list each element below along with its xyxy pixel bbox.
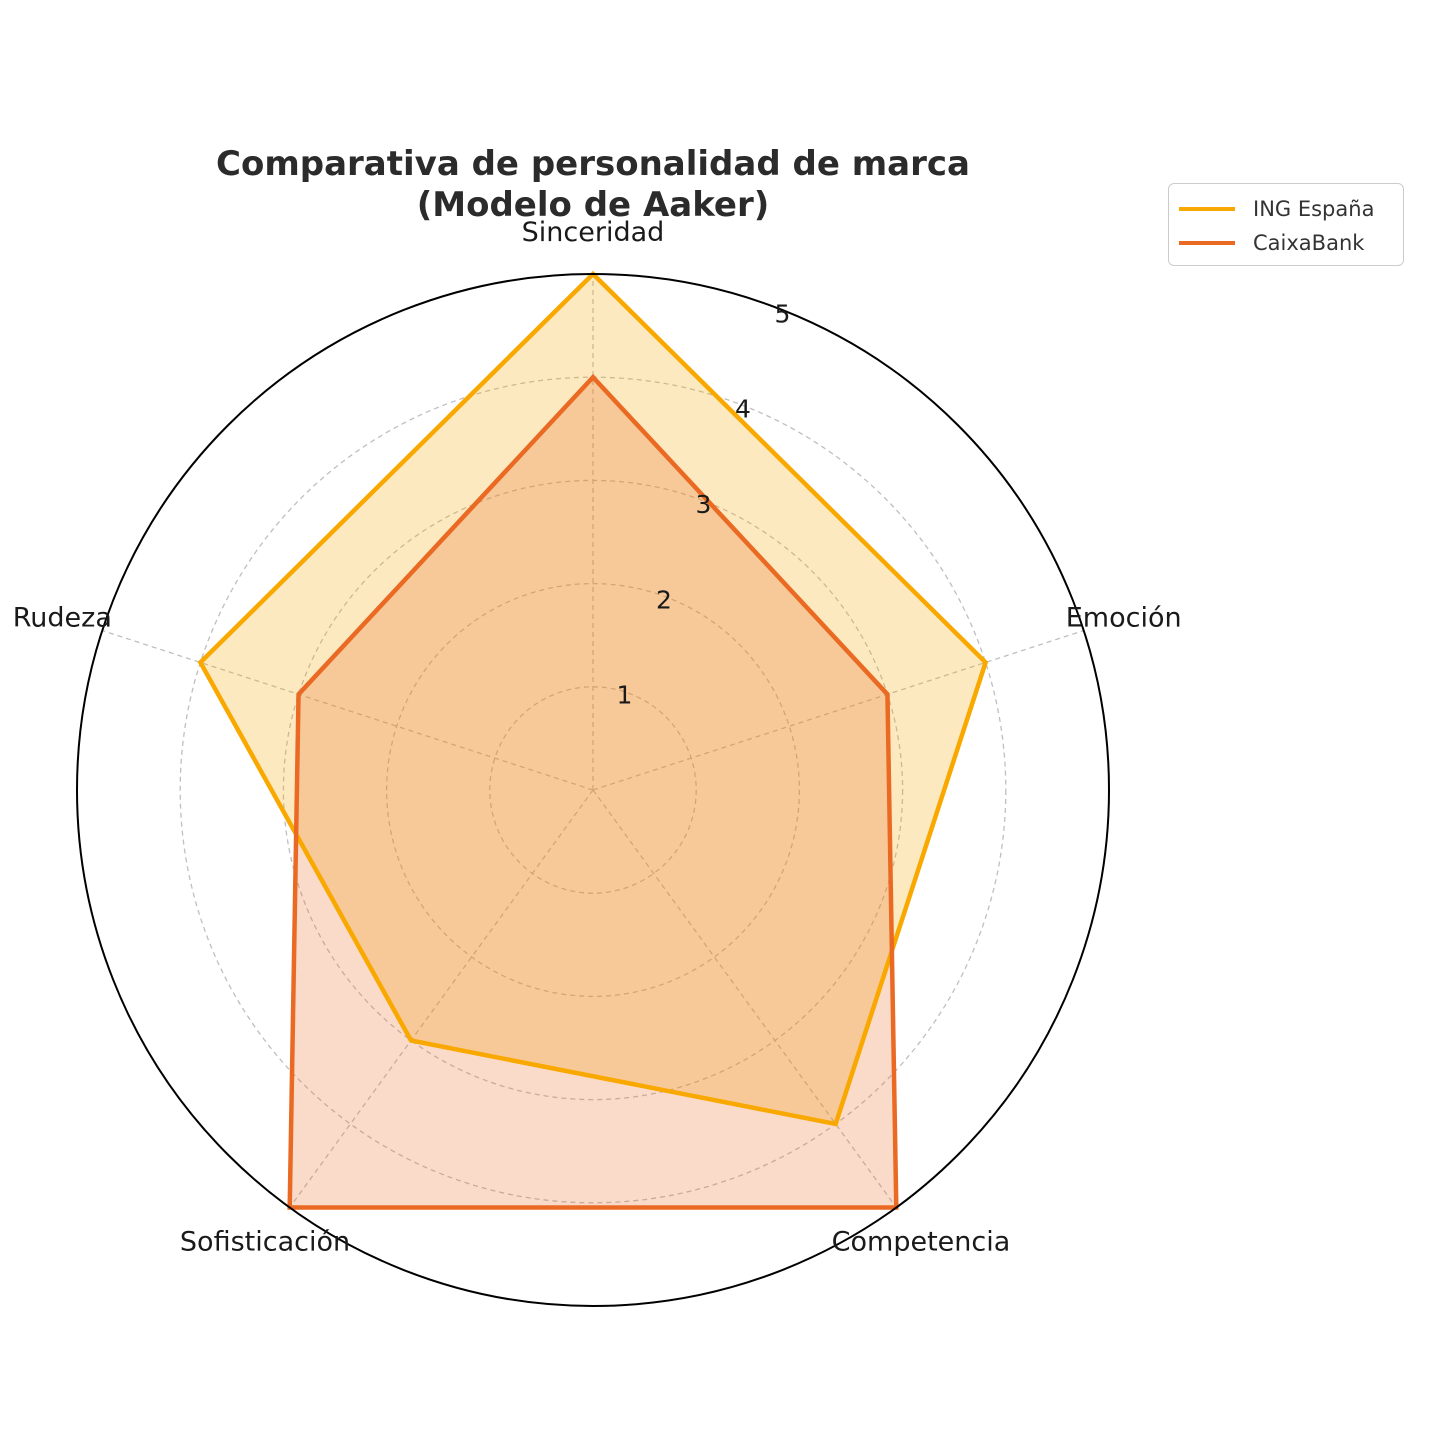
grid-spoke-4 bbox=[102, 629, 594, 791]
axis-label-2: Competencia bbox=[832, 1226, 1011, 1257]
grid-circle-1 bbox=[489, 686, 697, 894]
legend-swatch-caixabank bbox=[1179, 241, 1235, 245]
legend-label-caixabank: CaixaBank bbox=[1253, 231, 1365, 255]
r-tick-label-1: 1 bbox=[617, 681, 633, 710]
legend-item-caixabank: CaixaBank bbox=[1179, 228, 1364, 258]
chart-title-line-2: (Modelo de Aaker) bbox=[416, 185, 770, 225]
r-tick-label-2: 2 bbox=[656, 585, 672, 614]
series-area-0 bbox=[200, 274, 986, 1124]
grid-spoke-2 bbox=[592, 789, 897, 1208]
legend-item-ing: ING España bbox=[1179, 194, 1374, 224]
legend-label-ing: ING España bbox=[1253, 197, 1375, 221]
series-line-0 bbox=[197, 270, 989, 1127]
grid-circle-2 bbox=[385, 582, 801, 998]
series-line-1 bbox=[287, 373, 899, 1210]
grid-spoke-3 bbox=[289, 789, 594, 1208]
axis-label-4: Rudeza bbox=[13, 603, 112, 634]
r-tick-label-4: 4 bbox=[735, 395, 751, 424]
outer-frame bbox=[76, 273, 1110, 1307]
chart-title-line-1: Comparativa de personalidad de marca bbox=[216, 144, 970, 184]
axis-label-1: Emoción bbox=[1066, 603, 1182, 634]
r-tick-label-3: 3 bbox=[696, 490, 712, 519]
grid-spoke-1 bbox=[592, 629, 1084, 791]
axis-label-0: Sinceridad bbox=[522, 217, 665, 248]
r-tick-label-5: 5 bbox=[775, 299, 791, 328]
legend: ING España CaixaBank bbox=[1168, 183, 1404, 266]
legend-swatch-ing bbox=[1179, 207, 1235, 211]
axis-label-3: Sofisticación bbox=[180, 1226, 350, 1257]
series-area-1 bbox=[289, 377, 897, 1208]
